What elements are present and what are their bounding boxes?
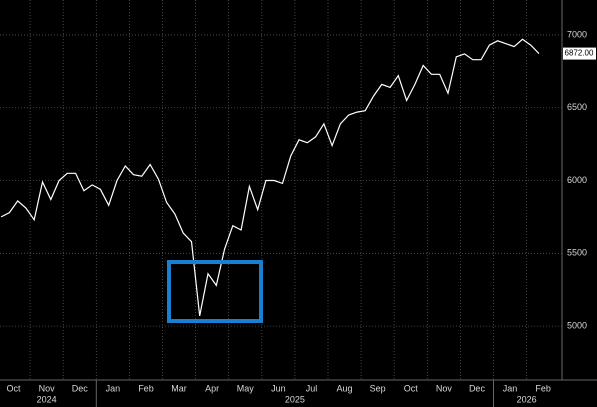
last-value-box (563, 47, 596, 60)
x-tick-label: Nov (436, 383, 453, 393)
x-tick-label: Feb (138, 383, 154, 393)
x-tick-label: Feb (535, 383, 551, 393)
y-tick-label: 7000 (567, 29, 587, 39)
x-tick-label: Sep (370, 383, 386, 393)
year-label: 2026 (517, 394, 537, 404)
y-tick-label: 5500 (567, 248, 587, 258)
year-label: 2025 (285, 394, 305, 404)
x-tick-label: Jan (503, 383, 518, 393)
x-tick-label: Oct (7, 383, 22, 393)
x-tick-label: Jun (271, 383, 286, 393)
labels: 5000 5500 6000 6500 7000 Oct Nov Dec Jan Feb Mar Ap… (7, 29, 596, 407)
y-tick-label: 5000 (567, 321, 587, 331)
marks (0, 38, 540, 317)
x-tick-label: Mar (171, 383, 187, 393)
x-tick-label: Aug (337, 383, 353, 393)
x-tick-label: Apr (205, 383, 219, 393)
grid (0, 0, 562, 380)
x-tick-label: Jan (106, 383, 121, 393)
x-tick-label: Nov (39, 383, 56, 393)
highlight-box (167, 260, 263, 323)
x-tick-label: May (237, 383, 255, 393)
x-tick-label: Dec (469, 383, 486, 393)
x-tick-label: Jul (306, 383, 318, 393)
y-tick-label: 6500 (567, 102, 587, 112)
y-tick-label: 6000 (567, 175, 587, 185)
x-tick-label: Oct (404, 383, 419, 393)
price-line (0, 38, 540, 317)
year-label: 2024 (37, 394, 57, 404)
x-tick-label: Dec (72, 383, 89, 393)
last-value-label: 6872.00 (565, 49, 594, 58)
